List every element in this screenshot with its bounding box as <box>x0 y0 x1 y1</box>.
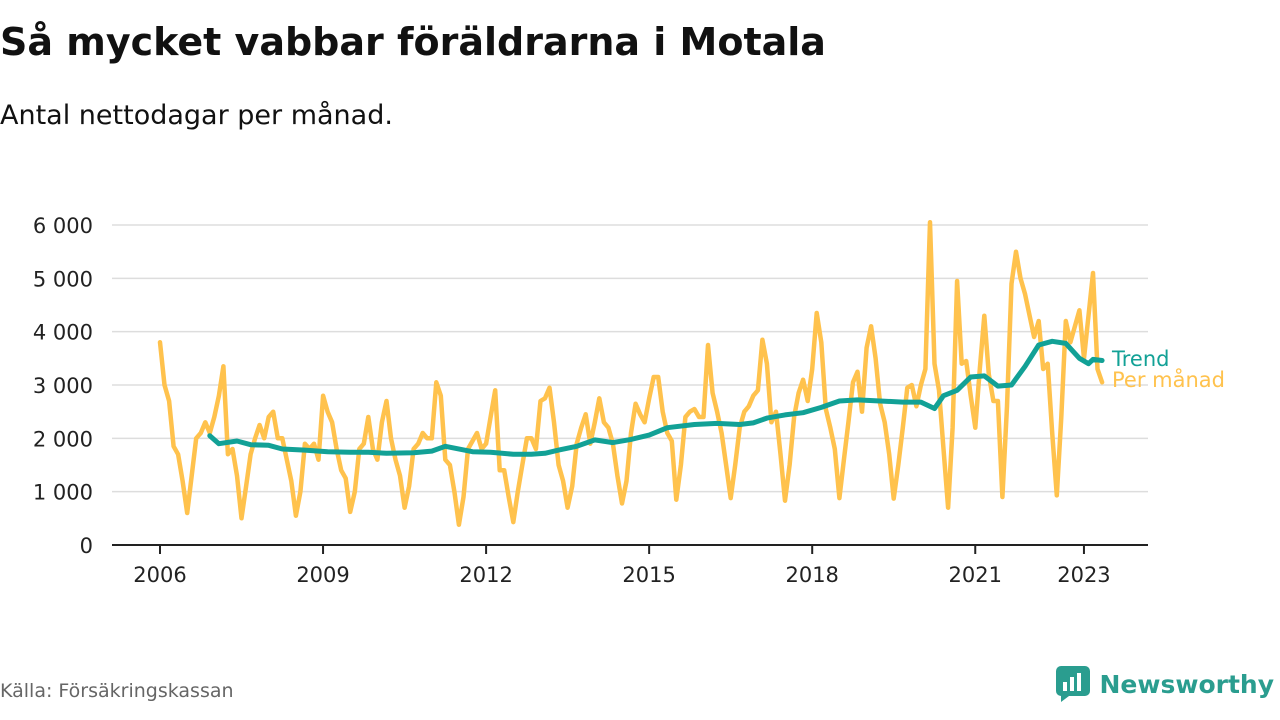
brand-logo[interactable]: Newsworthy <box>1055 664 1275 704</box>
y-tick-label: 0 <box>80 534 93 558</box>
y-tick-label: 2 000 <box>33 427 93 451</box>
gridlines <box>112 224 1148 493</box>
y-axis: 0 1 000 2 000 3 000 4 000 5 000 6 000 <box>33 214 93 558</box>
series-lines <box>157 220 1105 527</box>
y-tick-label: 6 000 <box>33 214 93 238</box>
x-axis: 2006 2009 2012 2015 2018 2021 2023 <box>112 544 1148 587</box>
x-tick-label: 2012 <box>459 563 512 587</box>
brand-name: Newsworthy <box>1099 669 1275 699</box>
y-tick-label: 3 000 <box>33 374 93 398</box>
series-label-trend: Trend <box>1111 347 1169 371</box>
source-note: Källa: Försäkringskassan <box>0 680 234 702</box>
series-line-per-manad <box>157 220 1105 527</box>
chart-title: Så mycket vabbar föräldrarna i Motala <box>0 20 826 64</box>
series-line-trend <box>207 338 1105 457</box>
x-tick-label: 2023 <box>1057 563 1110 587</box>
bar-chart-logo-icon <box>1055 666 1090 702</box>
chart-subtitle: Antal nettodagar per månad. <box>0 100 393 131</box>
y-tick-label: 5 000 <box>33 267 93 291</box>
series-label-per-manad: Per månad <box>1112 367 1225 392</box>
y-tick-label: 4 000 <box>33 321 93 345</box>
x-tick-label: 2015 <box>622 563 675 587</box>
y-tick-label: 1 000 <box>33 481 93 505</box>
x-tick-label: 2009 <box>296 563 349 587</box>
x-tick-label: 2021 <box>949 563 1002 587</box>
x-tick-label: 2018 <box>785 563 838 587</box>
x-tick-label: 2006 <box>133 563 186 587</box>
